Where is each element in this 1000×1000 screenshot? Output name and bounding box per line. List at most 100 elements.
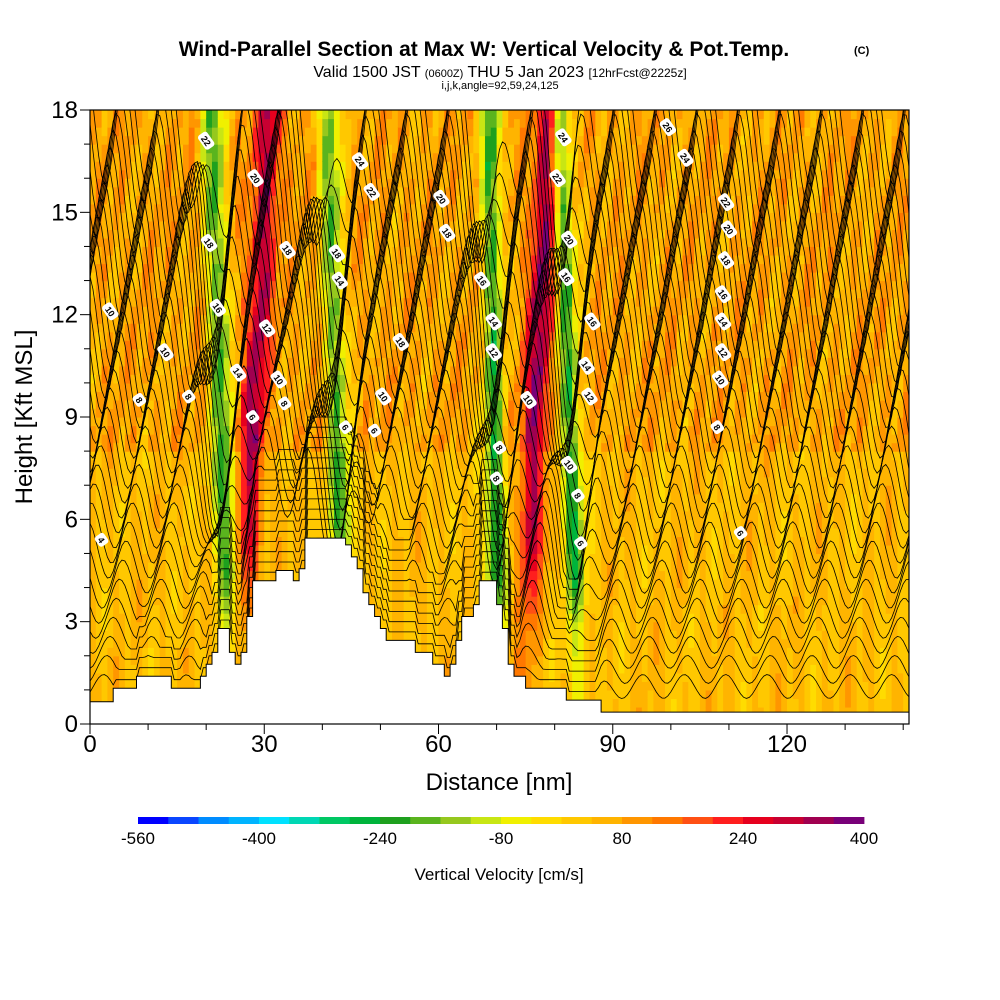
velocity-cell — [270, 502, 277, 512]
velocity-cell — [293, 169, 300, 179]
velocity-cell — [281, 382, 289, 393]
velocity-cell — [130, 365, 138, 375]
velocity-cell — [438, 519, 445, 529]
velocity-cell — [455, 203, 463, 213]
velocity-cell — [136, 357, 143, 367]
velocity-cell — [165, 485, 172, 495]
velocity-cell — [351, 314, 358, 324]
velocity-cell — [252, 561, 260, 572]
velocity-cell — [484, 306, 492, 316]
velocity-cell — [264, 314, 271, 324]
velocity-cell — [415, 570, 422, 580]
velocity-cell — [177, 527, 184, 537]
velocity-cell — [351, 519, 358, 529]
velocity-cell — [246, 493, 254, 503]
velocity-cell — [153, 451, 161, 461]
velocity-cell — [438, 544, 445, 555]
velocity-cell — [101, 604, 109, 614]
velocity-cell — [368, 144, 376, 154]
velocity-cell — [101, 493, 109, 503]
velocity-cell — [455, 630, 463, 640]
velocity-cell — [153, 417, 161, 427]
velocity-cell — [246, 434, 254, 444]
velocity-cell — [484, 544, 492, 555]
velocity-cell — [90, 382, 97, 393]
velocity-cell — [450, 399, 457, 410]
velocity-cell — [241, 596, 248, 606]
velocity-cell — [241, 289, 248, 299]
velocity-cell — [211, 178, 219, 188]
velocity-cell — [113, 459, 120, 469]
velocity-cell — [101, 647, 109, 657]
velocity-cell — [124, 144, 132, 154]
velocity-cell — [270, 348, 277, 358]
velocity-cell — [455, 229, 463, 239]
velocity-cell — [235, 237, 242, 248]
velocity-cell — [409, 161, 416, 171]
velocity-cell — [182, 485, 190, 495]
velocity-cell — [339, 476, 347, 486]
velocity-cell — [299, 553, 306, 563]
velocity-cell — [380, 348, 387, 358]
velocity-cell — [473, 178, 480, 188]
velocity-cell — [124, 272, 132, 282]
velocity-cell — [421, 161, 428, 171]
velocity-cell — [328, 451, 335, 461]
velocity-cell — [241, 476, 248, 486]
velocity-cell — [444, 647, 451, 657]
velocity-cell — [339, 459, 347, 469]
velocity-cell — [380, 579, 387, 589]
velocity-cell — [310, 280, 318, 290]
velocity-cell — [455, 553, 463, 563]
velocity-cell — [148, 212, 155, 222]
velocity-cell — [299, 536, 306, 546]
velocity-cell — [90, 314, 97, 324]
velocity-cell — [188, 314, 196, 324]
velocity-cell — [386, 348, 393, 358]
velocity-cell — [130, 434, 138, 444]
velocity-cell — [206, 212, 213, 222]
velocity-cell — [333, 306, 341, 316]
velocity-cell — [409, 468, 416, 478]
velocity-cell — [159, 519, 167, 529]
velocity-cell — [235, 220, 242, 230]
velocity-cell — [415, 527, 422, 537]
velocity-cell — [90, 604, 97, 614]
velocity-cell — [421, 493, 428, 503]
velocity-cell — [229, 613, 236, 623]
velocity-cell — [171, 391, 178, 401]
velocity-cell — [368, 399, 376, 410]
velocity-cell — [270, 280, 277, 290]
velocity-cell — [142, 502, 149, 512]
velocity-cell — [136, 272, 143, 282]
velocity-cell — [252, 357, 260, 367]
velocity-cell — [455, 579, 463, 589]
velocity-cell — [229, 263, 236, 273]
velocity-cell — [211, 596, 219, 606]
velocity-cell — [148, 263, 155, 273]
velocity-cell — [241, 561, 248, 572]
velocity-cell — [101, 596, 109, 606]
velocity-cell — [432, 374, 440, 384]
velocity-cell — [241, 246, 248, 256]
velocity-cell — [119, 553, 126, 563]
velocity-cell — [241, 510, 248, 520]
velocity-cell — [409, 237, 416, 248]
velocity-cell — [90, 331, 97, 341]
velocity-cell — [450, 297, 457, 307]
velocity-cell — [467, 536, 474, 546]
velocity-cell — [171, 647, 178, 657]
velocity-cell — [188, 357, 196, 367]
velocity-cell — [386, 203, 393, 213]
velocity-cell — [113, 561, 120, 572]
velocity-cell — [357, 544, 364, 555]
velocity-cell — [450, 587, 457, 597]
velocity-cell — [159, 510, 167, 520]
velocity-cell — [461, 374, 469, 384]
velocity-cell — [136, 178, 143, 188]
velocity-cell — [211, 161, 219, 171]
velocity-cell — [287, 476, 294, 486]
velocity-cell — [258, 331, 265, 341]
velocity-cell — [153, 587, 161, 597]
velocity-cell — [392, 587, 399, 597]
